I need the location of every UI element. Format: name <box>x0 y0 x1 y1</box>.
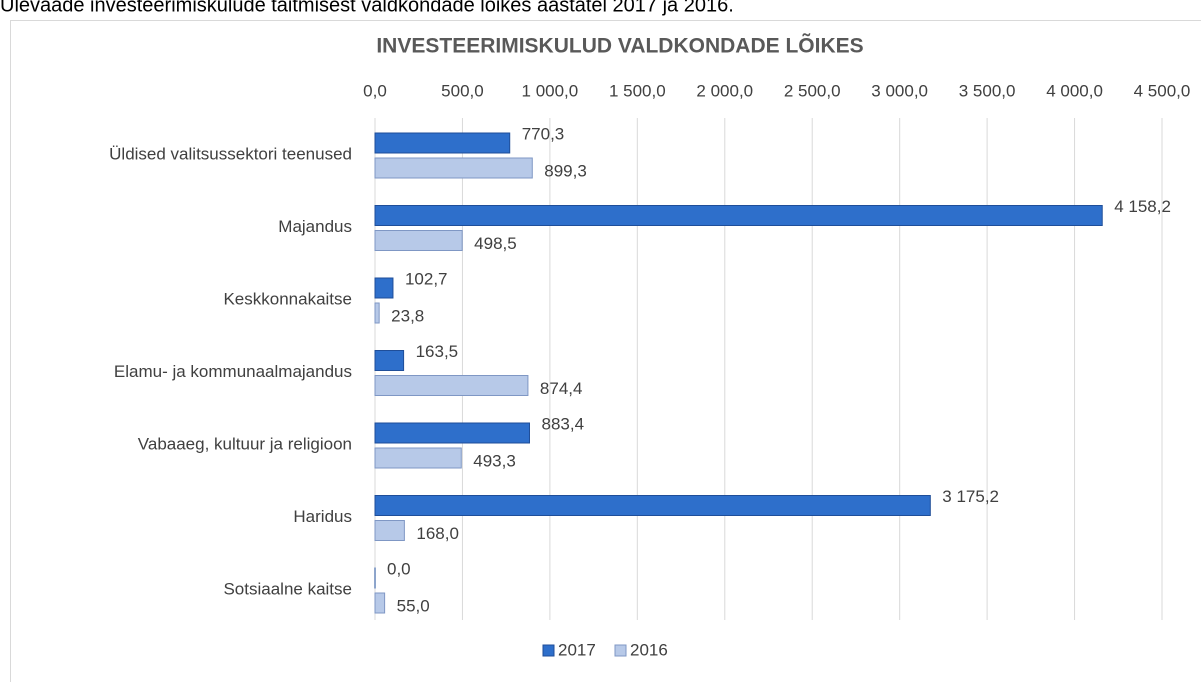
bar <box>375 206 1102 226</box>
legend-label: 2017 <box>558 640 596 659</box>
bar <box>375 496 930 516</box>
legend-swatch <box>615 645 626 656</box>
x-tick-label: 2 000,0 <box>696 81 753 100</box>
caption: Ülevaade investeerimiskulude täitmisest … <box>0 0 734 16</box>
x-tick-label: 3 500,0 <box>959 81 1016 100</box>
data-label: 102,7 <box>405 269 448 288</box>
chart-frame <box>11 21 1201 683</box>
data-label: 55,0 <box>397 596 430 615</box>
y-tick-label: Haridus <box>293 507 352 526</box>
x-tick-label: 1 000,0 <box>522 81 579 100</box>
data-label: 498,5 <box>474 234 517 253</box>
bar <box>375 133 510 153</box>
data-label: 0,0 <box>387 559 411 578</box>
bar <box>375 351 404 371</box>
data-label: 493,3 <box>473 451 516 470</box>
y-tick-label: Elamu- ja kommunaalmajandus <box>114 362 352 381</box>
bar <box>375 158 532 178</box>
bar <box>375 376 528 396</box>
data-label: 899,3 <box>544 161 587 180</box>
x-tick-label: 500,0 <box>441 81 484 100</box>
y-tick-label: Üldised valitsussektori teenused <box>109 144 352 163</box>
data-label: 3 175,2 <box>942 487 999 506</box>
x-tick-label: 0,0 <box>363 81 387 100</box>
data-label: 4 158,2 <box>1114 197 1171 216</box>
x-tick-label: 2 500,0 <box>784 81 841 100</box>
data-label: 163,5 <box>416 342 459 361</box>
bar <box>375 423 529 443</box>
data-label: 883,4 <box>541 414 584 433</box>
y-tick-label: Sotsiaalne kaitse <box>223 579 352 598</box>
bar <box>375 231 462 251</box>
y-tick-label: Majandus <box>278 217 352 236</box>
chart-title: INVESTEERIMISKULUD VALDKONDADE LÕIKES <box>376 34 863 58</box>
bar <box>375 593 385 613</box>
bar <box>375 448 461 468</box>
x-tick-label: 1 500,0 <box>609 81 666 100</box>
data-label: 874,4 <box>540 379 583 398</box>
y-tick-label: Keskkonnakaitse <box>223 289 352 308</box>
y-tick-label: Vabaaeg, kultuur ja religioon <box>138 434 352 453</box>
data-label: 770,3 <box>522 124 565 143</box>
data-label: 23,8 <box>391 306 424 325</box>
data-label: 168,0 <box>416 524 459 543</box>
x-tick-label: 4 000,0 <box>1046 81 1103 100</box>
legend-swatch <box>543 645 554 656</box>
bar <box>375 521 404 541</box>
legend-label: 2016 <box>630 640 668 659</box>
bar <box>375 303 379 323</box>
x-tick-label: 3 000,0 <box>871 81 928 100</box>
bar <box>375 278 393 298</box>
x-tick-label: 4 500,0 <box>1134 81 1191 100</box>
